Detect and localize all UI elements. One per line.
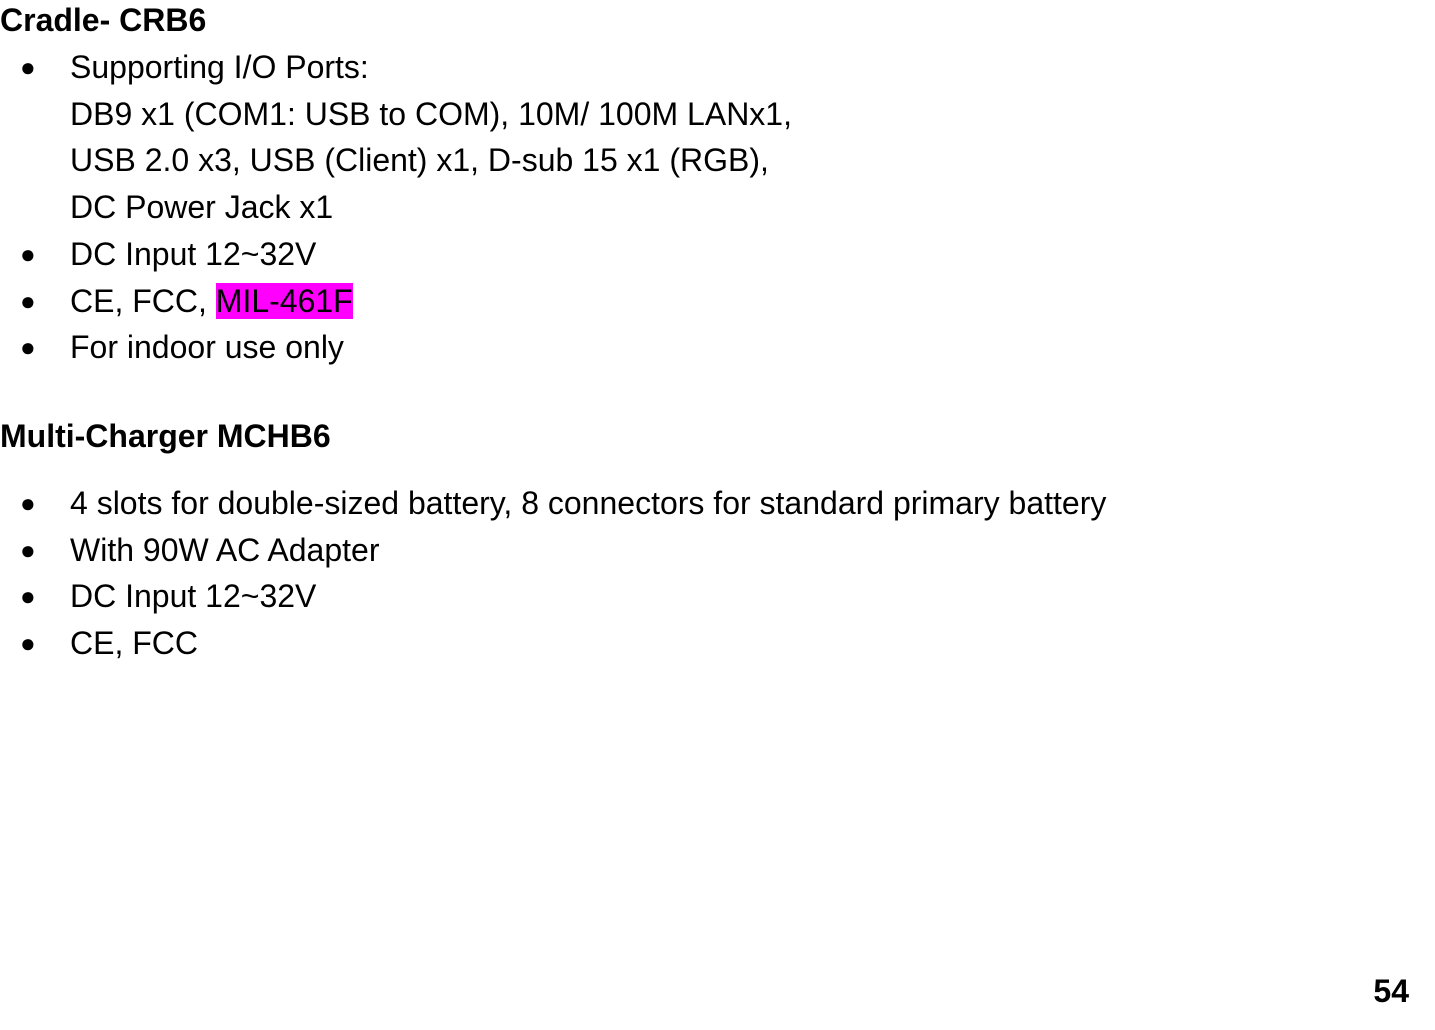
io-ports-value-line: USB 2.0 x3, USB (Client) x1, D-sub 15 x1…	[70, 137, 1105, 184]
list-item-text: CE, FCC, MIL-461F	[70, 278, 1435, 325]
page-number: 54	[1373, 973, 1409, 1010]
list-item: ● CE, FCC, MIL-461F	[0, 278, 1435, 325]
list-item: ● DC Input 12~32V	[0, 573, 1435, 620]
io-ports-value-line: DC Power Jack x1	[70, 184, 1105, 231]
io-ports-values: DB9 x1 (COM1: USB to COM), 10M/ 100M LAN…	[70, 91, 1105, 231]
list-item-text: CE, FCC	[70, 620, 1435, 667]
bullet-icon: ●	[0, 480, 70, 526]
cradle-list: ● Supporting I/O Ports: DB9 x1 (COM1: US…	[0, 44, 1435, 371]
bullet-icon: ●	[0, 44, 70, 90]
io-ports-label: Supporting I/O Ports:	[70, 44, 392, 91]
list-item: ● For indoor use only	[0, 324, 1435, 371]
highlighted-text: MIL-461F	[216, 283, 353, 319]
list-item: ● Supporting I/O Ports: DB9 x1 (COM1: US…	[0, 44, 1435, 231]
list-item-text: For indoor use only	[70, 324, 1435, 371]
bullet-icon: ●	[0, 620, 70, 666]
list-item-text: Supporting I/O Ports: DB9 x1 (COM1: USB …	[70, 44, 1435, 231]
io-ports-value-line: DB9 x1 (COM1: USB to COM), 10M/ 100M LAN…	[70, 91, 1105, 138]
list-item-text: DC Input 12~32V	[70, 231, 1435, 278]
list-item: ● With 90W AC Adapter	[0, 527, 1435, 574]
mchb-list: ● 4 slots for double-sized battery, 8 co…	[0, 480, 1435, 667]
cradle-heading: Cradle- CRB6	[0, 2, 206, 39]
bullet-icon: ●	[0, 527, 70, 573]
certification-prefix: CE, FCC,	[70, 283, 216, 319]
list-item: ● 4 slots for double-sized battery, 8 co…	[0, 480, 1435, 527]
mchb-heading: Multi-Charger MCHB6	[0, 418, 331, 455]
list-item-text: 4 slots for double-sized battery, 8 conn…	[70, 480, 1435, 527]
bullet-icon: ●	[0, 324, 70, 370]
list-item-text: With 90W AC Adapter	[70, 527, 1435, 574]
bullet-icon: ●	[0, 231, 70, 277]
list-item: ● DC Input 12~32V	[0, 231, 1435, 278]
list-item: ● CE, FCC	[0, 620, 1435, 667]
bullet-icon: ●	[0, 278, 70, 324]
document-page: Cradle- CRB6 ● Supporting I/O Ports: DB9…	[0, 0, 1435, 1030]
list-item-text: DC Input 12~32V	[70, 573, 1435, 620]
bullet-icon: ●	[0, 573, 70, 619]
